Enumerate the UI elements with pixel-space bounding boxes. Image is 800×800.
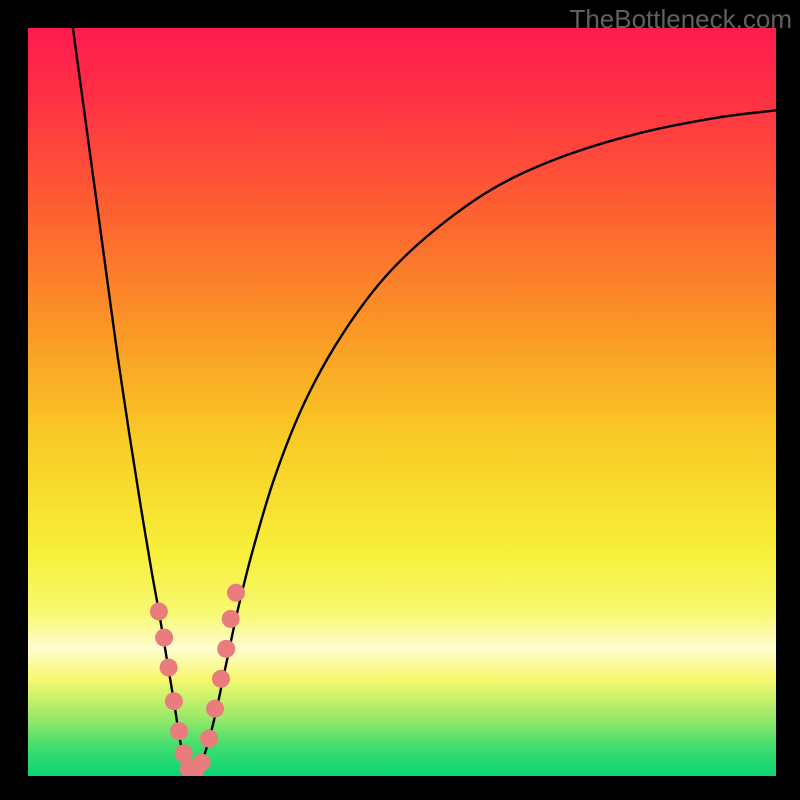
marker-dot [193, 754, 211, 772]
marker-dot [155, 629, 173, 647]
marker-dot [200, 730, 218, 748]
marker-dot [160, 659, 178, 677]
marker-dot [170, 722, 188, 740]
marker-dot [165, 692, 183, 710]
marker-dot [150, 602, 168, 620]
marker-dot [217, 640, 235, 658]
watermark-text: TheBottleneck.com [569, 4, 792, 35]
chart-stage: TheBottleneck.com [0, 0, 800, 800]
plot-svg [28, 28, 776, 776]
marker-dot [212, 670, 230, 688]
marker-dot [227, 584, 245, 602]
plot-area [28, 28, 776, 776]
marker-dot [222, 610, 240, 628]
marker-dot [206, 700, 224, 718]
gradient-background [28, 28, 776, 776]
